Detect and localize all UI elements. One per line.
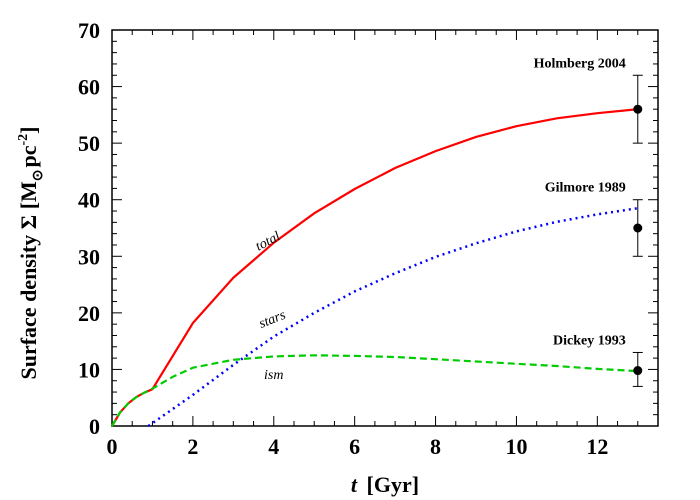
series-stars-line [147,206,638,428]
observation-label: Holmberg 2004 [534,56,626,71]
observation-label: Dickey 1993 [553,333,626,348]
observation-point [633,366,643,376]
series-ism-line [111,354,638,427]
series-total-line [111,108,638,427]
x-tick-label: 10 [505,434,527,459]
x-axis-var: t [351,472,358,497]
y-axis-pc: pc [16,145,41,167]
y-tick-label: 0 [89,414,100,439]
x-tick-label: 2 [187,434,198,459]
curve-labels: total stars ism [253,229,288,383]
plot-border [111,29,659,427]
x-tick-label: 0 [107,434,118,459]
y-axis-close: ] [16,126,41,133]
x-tick-label: 6 [349,434,360,459]
x-axis-unit: [Gyr] [367,472,420,497]
y-axis-title: Surface density Σ [M⊙ pc-2] [16,126,46,379]
x-tick-label: 12 [586,434,608,459]
axis-ticks [111,29,659,427]
y-tick-label: 50 [78,131,100,156]
x-tick-label: 4 [268,434,279,459]
observations: Holmberg 2004 Gilmore 1989 Dickey 1993 [534,56,643,387]
y-tick-label: 30 [78,244,100,269]
curve-label-ism: ism [264,368,283,383]
y-tick-label: 10 [78,357,100,382]
plot-frame [111,29,659,427]
tick-labels: 0 2 4 6 8 10 12 0 10 20 30 40 50 60 70 [78,18,608,459]
observation-label: Gilmore 1989 [545,181,626,196]
y-tick-label: 20 [78,301,100,326]
x-tick-label: 8 [430,434,441,459]
y-tick-label: 60 [78,75,100,100]
curve-label-stars: stars [257,308,288,332]
y-axis-text: Surface density Σ [M [16,181,41,380]
observation-point [633,223,643,233]
x-axis-title: t [Gyr] [351,472,419,497]
y-axis-exponent: -2 [16,134,31,146]
y-tick-label: 40 [78,188,100,213]
curve-label-total: total [253,229,283,254]
y-axis-sun-symbol: ⊙ [31,169,46,181]
observation-point [633,104,643,114]
series-lines [111,108,638,428]
y-tick-label: 70 [78,18,100,43]
